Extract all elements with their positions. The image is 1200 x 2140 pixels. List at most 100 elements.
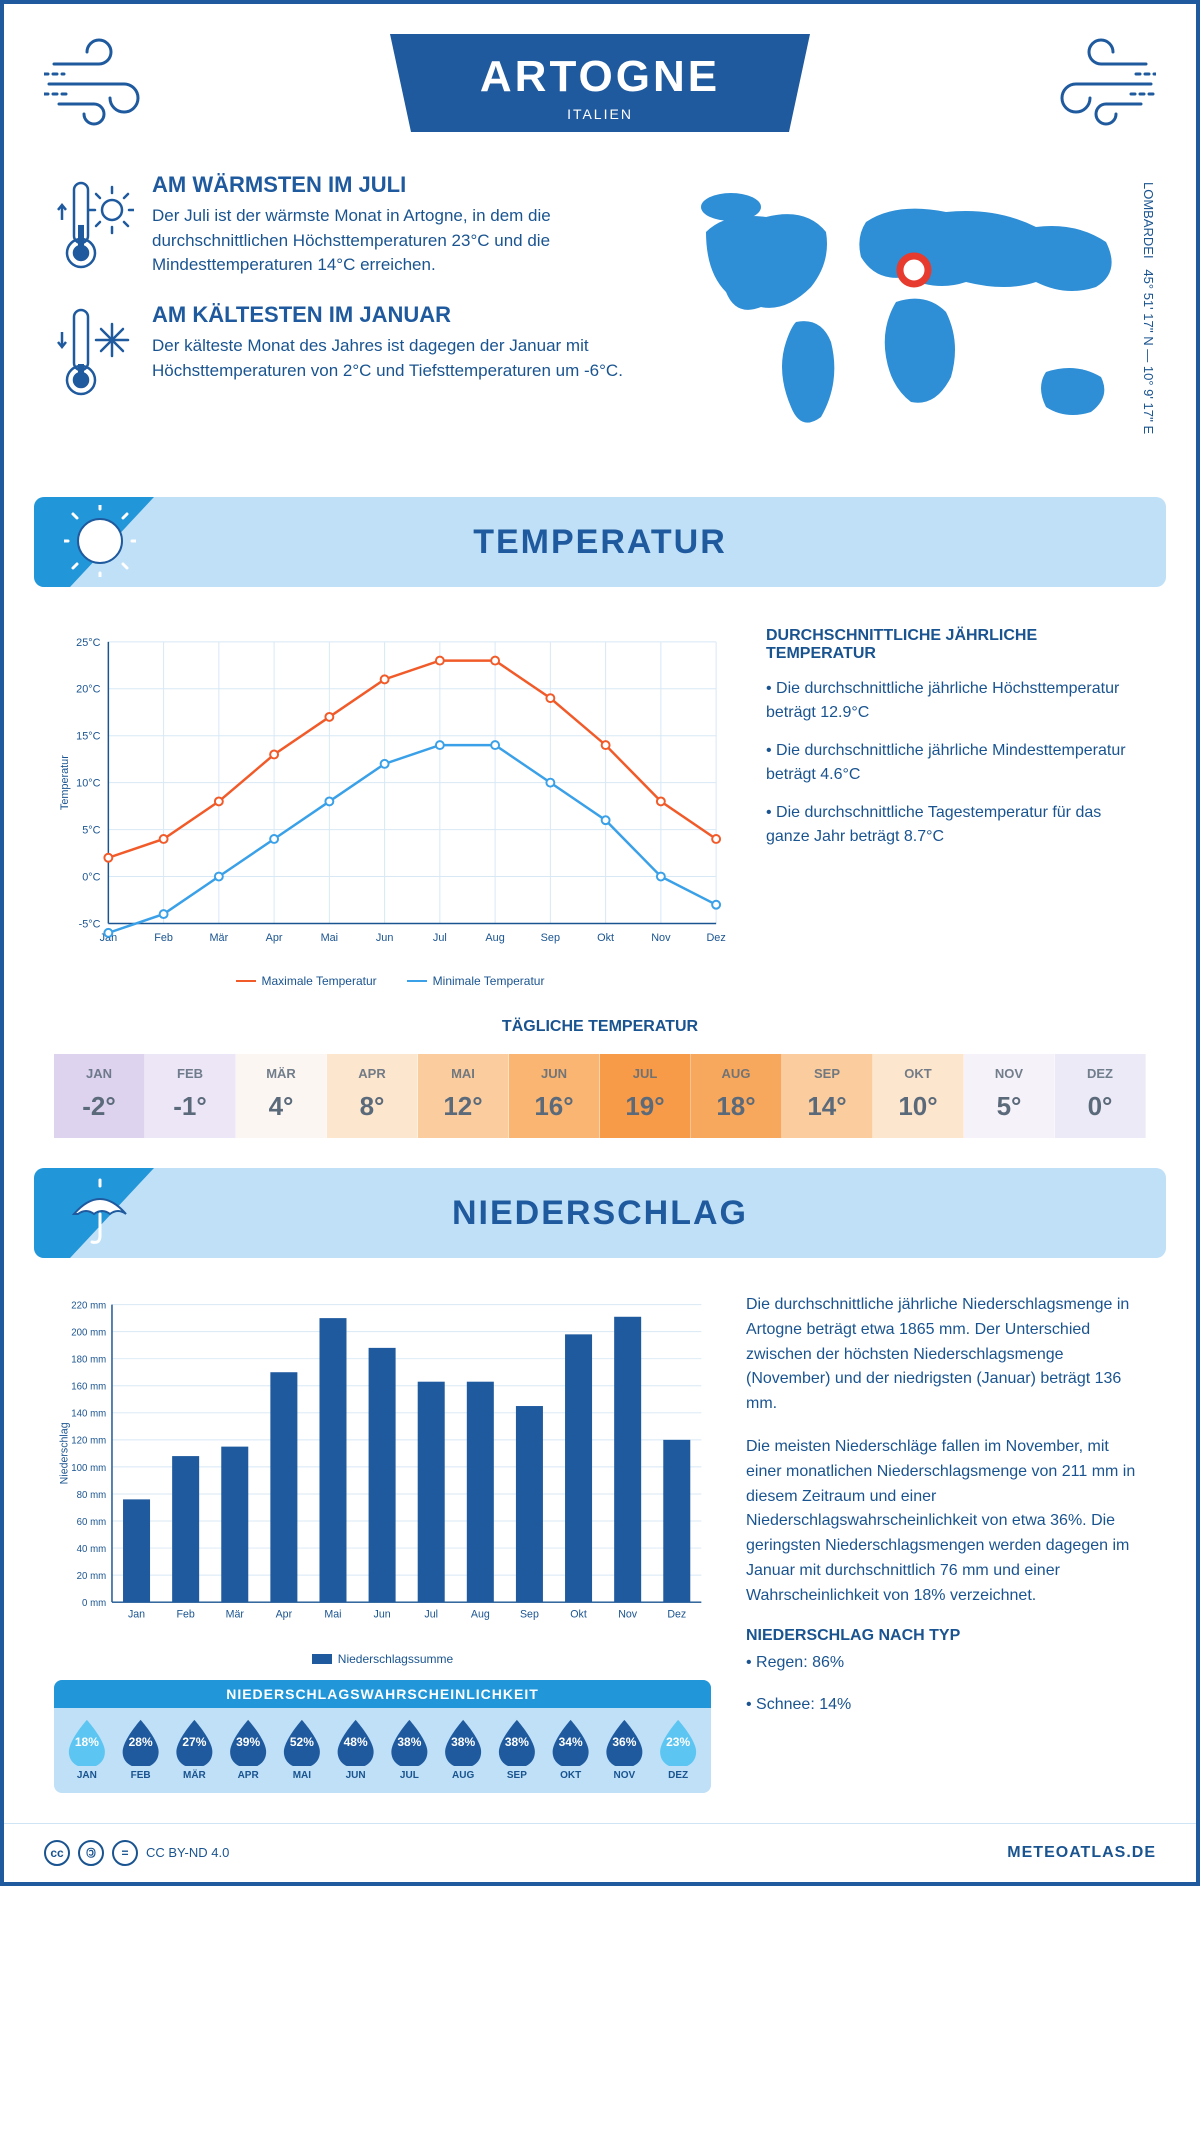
svg-text:5°C: 5°C xyxy=(82,825,100,837)
svg-text:Mai: Mai xyxy=(321,932,339,944)
svg-text:Jun: Jun xyxy=(376,932,394,944)
daily-cell: DEZ0° xyxy=(1055,1054,1146,1138)
svg-text:Jul: Jul xyxy=(433,932,447,944)
svg-text:Aug: Aug xyxy=(485,932,504,944)
precip-legend: Niederschlagssumme xyxy=(54,1652,711,1666)
header: ARTOGNE ITALIEN xyxy=(4,4,1196,142)
page-title: ARTOGNE xyxy=(470,52,730,102)
temp-legend: Maximale Temperatur Minimale Temperatur xyxy=(54,974,726,988)
wind-icon xyxy=(1036,34,1156,134)
svg-text:Jan: Jan xyxy=(128,1609,145,1621)
daily-cell: MÄR4° xyxy=(236,1054,327,1138)
daily-cell: JUL19° xyxy=(600,1054,691,1138)
temp-fact-2: • Die durchschnittliche jährliche Mindes… xyxy=(766,739,1146,787)
wind-icon xyxy=(44,34,164,134)
precip-text: Die durchschnittliche jährliche Niedersc… xyxy=(746,1293,1146,1803)
sun-icon xyxy=(64,505,136,577)
svg-text:Mai: Mai xyxy=(324,1609,341,1621)
daily-cell: SEP14° xyxy=(782,1054,873,1138)
world-map-svg xyxy=(666,172,1146,452)
precip-banner: NIEDERSCHLAG xyxy=(34,1168,1166,1258)
precip-type-title: NIEDERSCHLAG NACH TYP xyxy=(746,1627,1146,1645)
daily-cell: JAN-2° xyxy=(54,1054,145,1138)
svg-text:Jun: Jun xyxy=(374,1609,391,1621)
svg-text:Feb: Feb xyxy=(176,1609,194,1621)
prob-drop: 38%JUL xyxy=(388,1718,430,1781)
svg-text:0°C: 0°C xyxy=(82,871,100,883)
umbrella-icon xyxy=(64,1176,136,1248)
svg-text:20 mm: 20 mm xyxy=(77,1571,107,1582)
prob-drop: 39%APR xyxy=(227,1718,269,1781)
temp-facts-title: DURCHSCHNITTLICHE JÄHRLICHE TEMPERATUR xyxy=(766,627,1146,663)
svg-text:-5°C: -5°C xyxy=(79,918,101,930)
precip-section-title: NIEDERSCHLAG xyxy=(452,1194,748,1233)
svg-text:Dez: Dez xyxy=(706,932,725,944)
thermometer-sun-icon xyxy=(54,172,134,278)
svg-text:Jul: Jul xyxy=(424,1609,438,1621)
svg-text:Niederschlag: Niederschlag xyxy=(59,1422,71,1484)
svg-text:Dez: Dez xyxy=(667,1609,686,1621)
daily-cell: AUG18° xyxy=(691,1054,782,1138)
precip-p2: Die meisten Niederschläge fallen im Nove… xyxy=(746,1435,1146,1609)
prob-drop: 34%OKT xyxy=(550,1718,592,1781)
temp-banner: TEMPERATUR xyxy=(34,497,1166,587)
page-frame: ARTOGNE ITALIEN AM WÄRMSTEN IM JULI Der … xyxy=(0,0,1200,1886)
nd-icon: = xyxy=(112,1840,138,1866)
by-icon: 🄯 xyxy=(78,1840,104,1866)
daily-cell: JUN16° xyxy=(509,1054,600,1138)
precip-p1: Die durchschnittliche jährliche Niedersc… xyxy=(746,1293,1146,1417)
prob-drop: 28%FEB xyxy=(120,1718,162,1781)
svg-text:Apr: Apr xyxy=(266,932,283,944)
coldest-block: AM KÄLTESTEN IM JANUAR Der kälteste Mona… xyxy=(54,302,636,402)
location-marker xyxy=(900,256,928,284)
temp-fact-1: • Die durchschnittliche jährliche Höchst… xyxy=(766,677,1146,725)
svg-text:Mär: Mär xyxy=(210,932,229,944)
daily-cell: MAI12° xyxy=(418,1054,509,1138)
svg-text:10°C: 10°C xyxy=(76,778,100,790)
prob-drop: 27%MÄR xyxy=(173,1718,215,1781)
page-subtitle: ITALIEN xyxy=(470,106,730,122)
daily-cell: OKT10° xyxy=(873,1054,964,1138)
svg-text:60 mm: 60 mm xyxy=(77,1517,107,1528)
precip-type-1: • Regen: 86% xyxy=(746,1651,1146,1676)
prob-drop: 38%AUG xyxy=(442,1718,484,1781)
svg-text:Feb: Feb xyxy=(154,932,173,944)
coords-label: LOMBARDEI 45° 51' 17'' N — 10° 9' 17'' E xyxy=(1141,182,1156,434)
svg-text:120 mm: 120 mm xyxy=(71,1436,106,1447)
svg-text:Mär: Mär xyxy=(226,1609,245,1621)
footer: cc 🄯 = CC BY-ND 4.0 METEOATLAS.DE xyxy=(4,1823,1196,1882)
daily-title: TÄGLICHE TEMPERATUR xyxy=(4,1018,1196,1036)
prob-drop: 18%JAN xyxy=(66,1718,108,1781)
warmest-block: AM WÄRMSTEN IM JULI Der Juli ist der wär… xyxy=(54,172,636,278)
svg-text:Temperatur: Temperatur xyxy=(59,755,71,810)
precip-type-2: • Schnee: 14% xyxy=(746,1693,1146,1718)
title-banner: ARTOGNE ITALIEN xyxy=(390,34,810,132)
cc-icon: cc xyxy=(44,1840,70,1866)
svg-text:100 mm: 100 mm xyxy=(71,1463,106,1474)
svg-text:Okt: Okt xyxy=(570,1609,587,1621)
svg-text:Nov: Nov xyxy=(651,932,671,944)
daily-cell: APR8° xyxy=(327,1054,418,1138)
daily-temp-grid: JAN-2°FEB-1°MÄR4°APR8°MAI12°JUN16°JUL19°… xyxy=(54,1054,1146,1138)
warmest-text: Der Juli ist der wärmste Monat in Artogn… xyxy=(152,204,636,278)
intro-section: AM WÄRMSTEN IM JULI Der Juli ist der wär… xyxy=(4,142,1196,477)
coldest-title: AM KÄLTESTEN IM JANUAR xyxy=(152,302,636,328)
svg-text:200 mm: 200 mm xyxy=(71,1328,106,1339)
svg-text:Nov: Nov xyxy=(618,1609,638,1621)
svg-text:180 mm: 180 mm xyxy=(71,1355,106,1366)
license-text: CC BY-ND 4.0 xyxy=(146,1845,229,1860)
svg-text:25°C: 25°C xyxy=(76,637,100,649)
warmest-title: AM WÄRMSTEN IM JULI xyxy=(152,172,636,198)
prob-drop: 23%DEZ xyxy=(657,1718,699,1781)
prob-drop: 38%SEP xyxy=(496,1718,538,1781)
site-name: METEOATLAS.DE xyxy=(1007,1844,1156,1862)
svg-text:220 mm: 220 mm xyxy=(71,1300,106,1311)
precip-probability-box: NIEDERSCHLAGSWAHRSCHEINLICHKEIT 18%JAN28… xyxy=(54,1680,711,1793)
svg-text:80 mm: 80 mm xyxy=(77,1490,107,1501)
precip-bar-chart: 0 mm20 mm40 mm60 mm80 mm100 mm120 mm140 … xyxy=(54,1293,711,1803)
svg-text:Aug: Aug xyxy=(471,1609,490,1621)
temperature-line-chart: -5°C0°C5°C10°C15°C20°C25°CJanFebMärAprMa… xyxy=(54,627,726,988)
daily-cell: NOV5° xyxy=(964,1054,1055,1138)
prob-drop: 36%NOV xyxy=(603,1718,645,1781)
svg-text:140 mm: 140 mm xyxy=(71,1409,106,1420)
